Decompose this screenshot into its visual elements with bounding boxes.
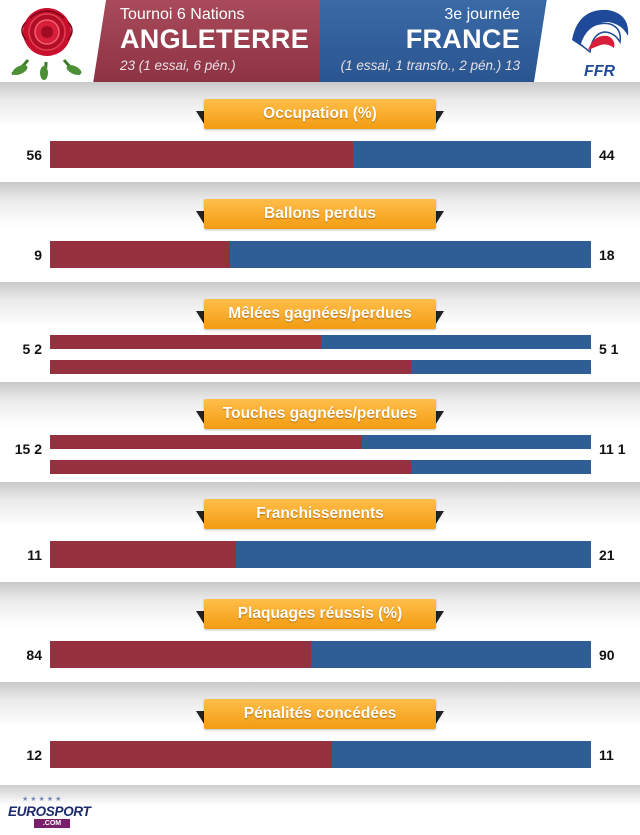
stars-icon: ★★★★★ [22, 796, 64, 803]
rooster-icon: FFR [572, 9, 629, 80]
away-value: 11 [599, 747, 614, 763]
stat-block: Plaquages réussis (%) 84 90 [0, 582, 640, 682]
stat-block: Ballons perdus 9 18 [0, 182, 640, 282]
home-value: 15 2 [14, 441, 42, 457]
home-bar-segment [50, 435, 362, 449]
away-value: 18 [599, 247, 615, 263]
home-bar-segment [50, 541, 236, 568]
banner-tab-right [434, 711, 444, 727]
home-value: 5 2 [22, 341, 42, 357]
stat-bar [50, 460, 591, 474]
stat-label: Pénalités concédées [204, 699, 436, 729]
svg-text:FFR: FFR [584, 63, 616, 80]
stat-label: Franchissements [204, 499, 436, 529]
stat-label: Plaquages réussis (%) [204, 599, 436, 629]
banner-tab-right [434, 411, 444, 427]
stat-block: Touches gagnées/perdues 15 2 11 1 [0, 382, 640, 482]
stats-chart: Occupation (%) 56 44 Ballons perdus 9 18 Mêlée… [0, 82, 640, 785]
competition-name: Tournoi 6 Nations [120, 6, 245, 23]
stat-label: Occupation (%) [204, 99, 436, 129]
stat-bar [50, 335, 591, 349]
stat-banner: Ballons perdus [196, 199, 444, 233]
home-score-line: 23 (1 essai, 6 pén.) [120, 58, 236, 73]
home-bar-segment [50, 460, 411, 474]
home-team-name: ANGLETERRE [120, 24, 310, 54]
stat-bar [50, 741, 591, 768]
home-bar-segment [50, 360, 411, 374]
banner-tab-right [434, 511, 444, 527]
stat-banner: Touches gagnées/perdues [196, 399, 444, 433]
stat-label: Touches gagnées/perdues [204, 399, 436, 429]
ffr-logo: FFR [534, 0, 640, 82]
home-value: 12 [26, 747, 42, 763]
stat-banner: Pénalités concédées [196, 699, 444, 733]
stat-block: Mêlées gagnées/perdues 5 2 5 1 [0, 282, 640, 382]
away-score-line: (1 essai, 1 transfo., 2 pén.) 13 [340, 58, 520, 73]
banner-tab-right [434, 111, 444, 127]
stat-bar [50, 360, 591, 374]
home-bar-segment [50, 641, 311, 668]
home-value: 11 [27, 547, 42, 563]
home-bar-segment [50, 335, 321, 349]
banner-tab-right [434, 311, 444, 327]
banner-tab-left [196, 211, 206, 227]
brand-name: EUROSPORT [8, 804, 91, 819]
stat-block: Pénalités concédées 12 11 [0, 682, 640, 782]
footer: ★★★★★ EUROSPORT .COM [0, 785, 640, 835]
home-bar-segment [50, 741, 332, 768]
stat-block: Franchissements 11 21 [0, 482, 640, 582]
banner-tab-right [434, 611, 444, 627]
home-bar-segment [50, 141, 353, 168]
away-value: 5 1 [599, 341, 619, 357]
away-team-name: FRANCE [405, 24, 520, 54]
stat-banner: Occupation (%) [196, 99, 444, 133]
stat-bar [50, 241, 591, 268]
round-label: 3e journée [444, 6, 520, 23]
stat-label: Ballons perdus [204, 199, 436, 229]
away-value: 21 [599, 547, 615, 563]
away-value: 44 [599, 147, 615, 163]
away-value: 90 [599, 647, 615, 663]
banner-tab-right [434, 211, 444, 227]
banner-tab-left [196, 411, 206, 427]
banner-tab-left [196, 311, 206, 327]
stat-bar [50, 541, 591, 568]
eurosport-logo: ★★★★★ EUROSPORT [8, 796, 91, 819]
stat-block: Occupation (%) 56 44 [0, 82, 640, 182]
home-value: 9 [34, 247, 42, 263]
england-rose-logo [0, 0, 106, 82]
stat-bar [50, 435, 591, 449]
stat-bar [50, 141, 591, 168]
stat-label: Mêlées gagnées/perdues [204, 299, 436, 329]
banner-tab-left [196, 111, 206, 127]
stat-bar [50, 641, 591, 668]
away-value: 11 1 [599, 441, 626, 457]
banner-tab-left [196, 611, 206, 627]
home-value: 84 [26, 647, 42, 663]
stat-banner: Plaquages réussis (%) [196, 599, 444, 633]
stat-banner: Mêlées gagnées/perdues [196, 299, 444, 333]
banner-tab-left [196, 711, 206, 727]
match-header: FFR Tournoi 6 Nations 3e journée ANGLETE… [0, 0, 640, 82]
banner-tab-left [196, 511, 206, 527]
rose-icon [11, 8, 82, 80]
home-value: 56 [26, 147, 42, 163]
brand-domain: .COM [34, 819, 70, 828]
home-bar-segment [50, 241, 230, 268]
stat-banner: Franchissements [196, 499, 444, 533]
